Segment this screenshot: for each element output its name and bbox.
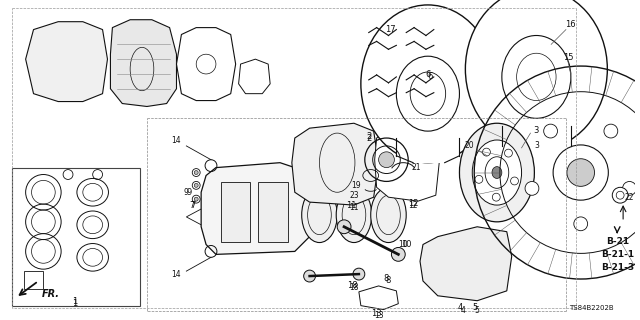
- Text: 21: 21: [412, 163, 421, 172]
- Text: 10: 10: [399, 240, 408, 249]
- Text: 6: 6: [425, 70, 431, 79]
- Circle shape: [194, 197, 198, 201]
- Text: 4: 4: [458, 303, 463, 312]
- Circle shape: [392, 247, 405, 261]
- Circle shape: [525, 181, 539, 195]
- Polygon shape: [374, 124, 440, 201]
- Text: 2: 2: [366, 133, 371, 142]
- Bar: [24, 271, 44, 289]
- Text: 22: 22: [624, 193, 634, 202]
- Text: 11: 11: [346, 201, 356, 210]
- Text: 20: 20: [465, 141, 474, 150]
- Bar: [502, 126, 571, 151]
- Text: 9: 9: [187, 188, 192, 197]
- Ellipse shape: [460, 123, 534, 222]
- Circle shape: [194, 183, 198, 187]
- Text: 14: 14: [172, 137, 181, 146]
- Text: 9: 9: [184, 188, 189, 197]
- Text: 7: 7: [191, 201, 196, 210]
- Text: 11: 11: [349, 203, 358, 212]
- Text: B-21: B-21: [605, 237, 628, 246]
- Circle shape: [337, 220, 351, 234]
- Text: 2: 2: [366, 132, 371, 140]
- Text: 1: 1: [72, 299, 77, 308]
- Text: 18: 18: [347, 281, 357, 291]
- Circle shape: [574, 217, 588, 231]
- Text: 17: 17: [385, 25, 396, 34]
- Text: 13: 13: [371, 309, 382, 318]
- Circle shape: [604, 124, 618, 138]
- Text: 3: 3: [534, 126, 539, 135]
- Text: 3: 3: [534, 141, 539, 150]
- Text: B-21-1: B-21-1: [600, 250, 634, 259]
- Text: 13: 13: [374, 311, 383, 320]
- Text: B-21-3: B-21-3: [600, 263, 634, 272]
- Text: 15: 15: [563, 53, 573, 62]
- Text: 18: 18: [349, 284, 358, 292]
- Text: 4: 4: [461, 306, 466, 315]
- Text: 1: 1: [72, 297, 77, 306]
- Text: FR.: FR.: [42, 289, 60, 299]
- Ellipse shape: [371, 187, 406, 243]
- Circle shape: [612, 187, 628, 203]
- Text: 5: 5: [475, 306, 479, 315]
- Bar: [221, 182, 250, 242]
- Polygon shape: [201, 163, 314, 254]
- Text: 5: 5: [472, 303, 478, 312]
- Circle shape: [303, 270, 316, 282]
- Text: 6: 6: [427, 72, 433, 81]
- Polygon shape: [177, 28, 236, 100]
- Ellipse shape: [361, 5, 495, 163]
- Text: 12: 12: [408, 201, 418, 210]
- Text: 7: 7: [189, 201, 194, 210]
- Text: TS84B2202B: TS84B2202B: [568, 305, 613, 311]
- Ellipse shape: [465, 0, 607, 150]
- Ellipse shape: [502, 36, 571, 118]
- Text: 12: 12: [408, 199, 419, 208]
- Text: 14: 14: [172, 269, 181, 279]
- Polygon shape: [239, 59, 270, 94]
- Bar: [259, 182, 288, 242]
- Circle shape: [194, 171, 198, 174]
- Text: 19: 19: [351, 181, 361, 190]
- Bar: [396, 138, 460, 163]
- Circle shape: [567, 159, 595, 186]
- Ellipse shape: [336, 187, 372, 243]
- Ellipse shape: [379, 152, 394, 168]
- Ellipse shape: [492, 167, 502, 179]
- Bar: [12, 168, 140, 306]
- Text: 16: 16: [566, 20, 576, 29]
- Ellipse shape: [396, 56, 460, 131]
- Polygon shape: [292, 123, 379, 205]
- Text: 8: 8: [386, 276, 391, 285]
- Polygon shape: [420, 227, 512, 301]
- Text: 10: 10: [401, 240, 412, 249]
- Ellipse shape: [301, 187, 337, 243]
- Text: 8: 8: [384, 274, 389, 283]
- Text: 23: 23: [349, 191, 359, 200]
- Ellipse shape: [472, 140, 522, 205]
- Circle shape: [623, 181, 636, 195]
- Circle shape: [544, 124, 557, 138]
- Circle shape: [353, 268, 365, 280]
- Polygon shape: [111, 20, 177, 107]
- Polygon shape: [26, 22, 108, 101]
